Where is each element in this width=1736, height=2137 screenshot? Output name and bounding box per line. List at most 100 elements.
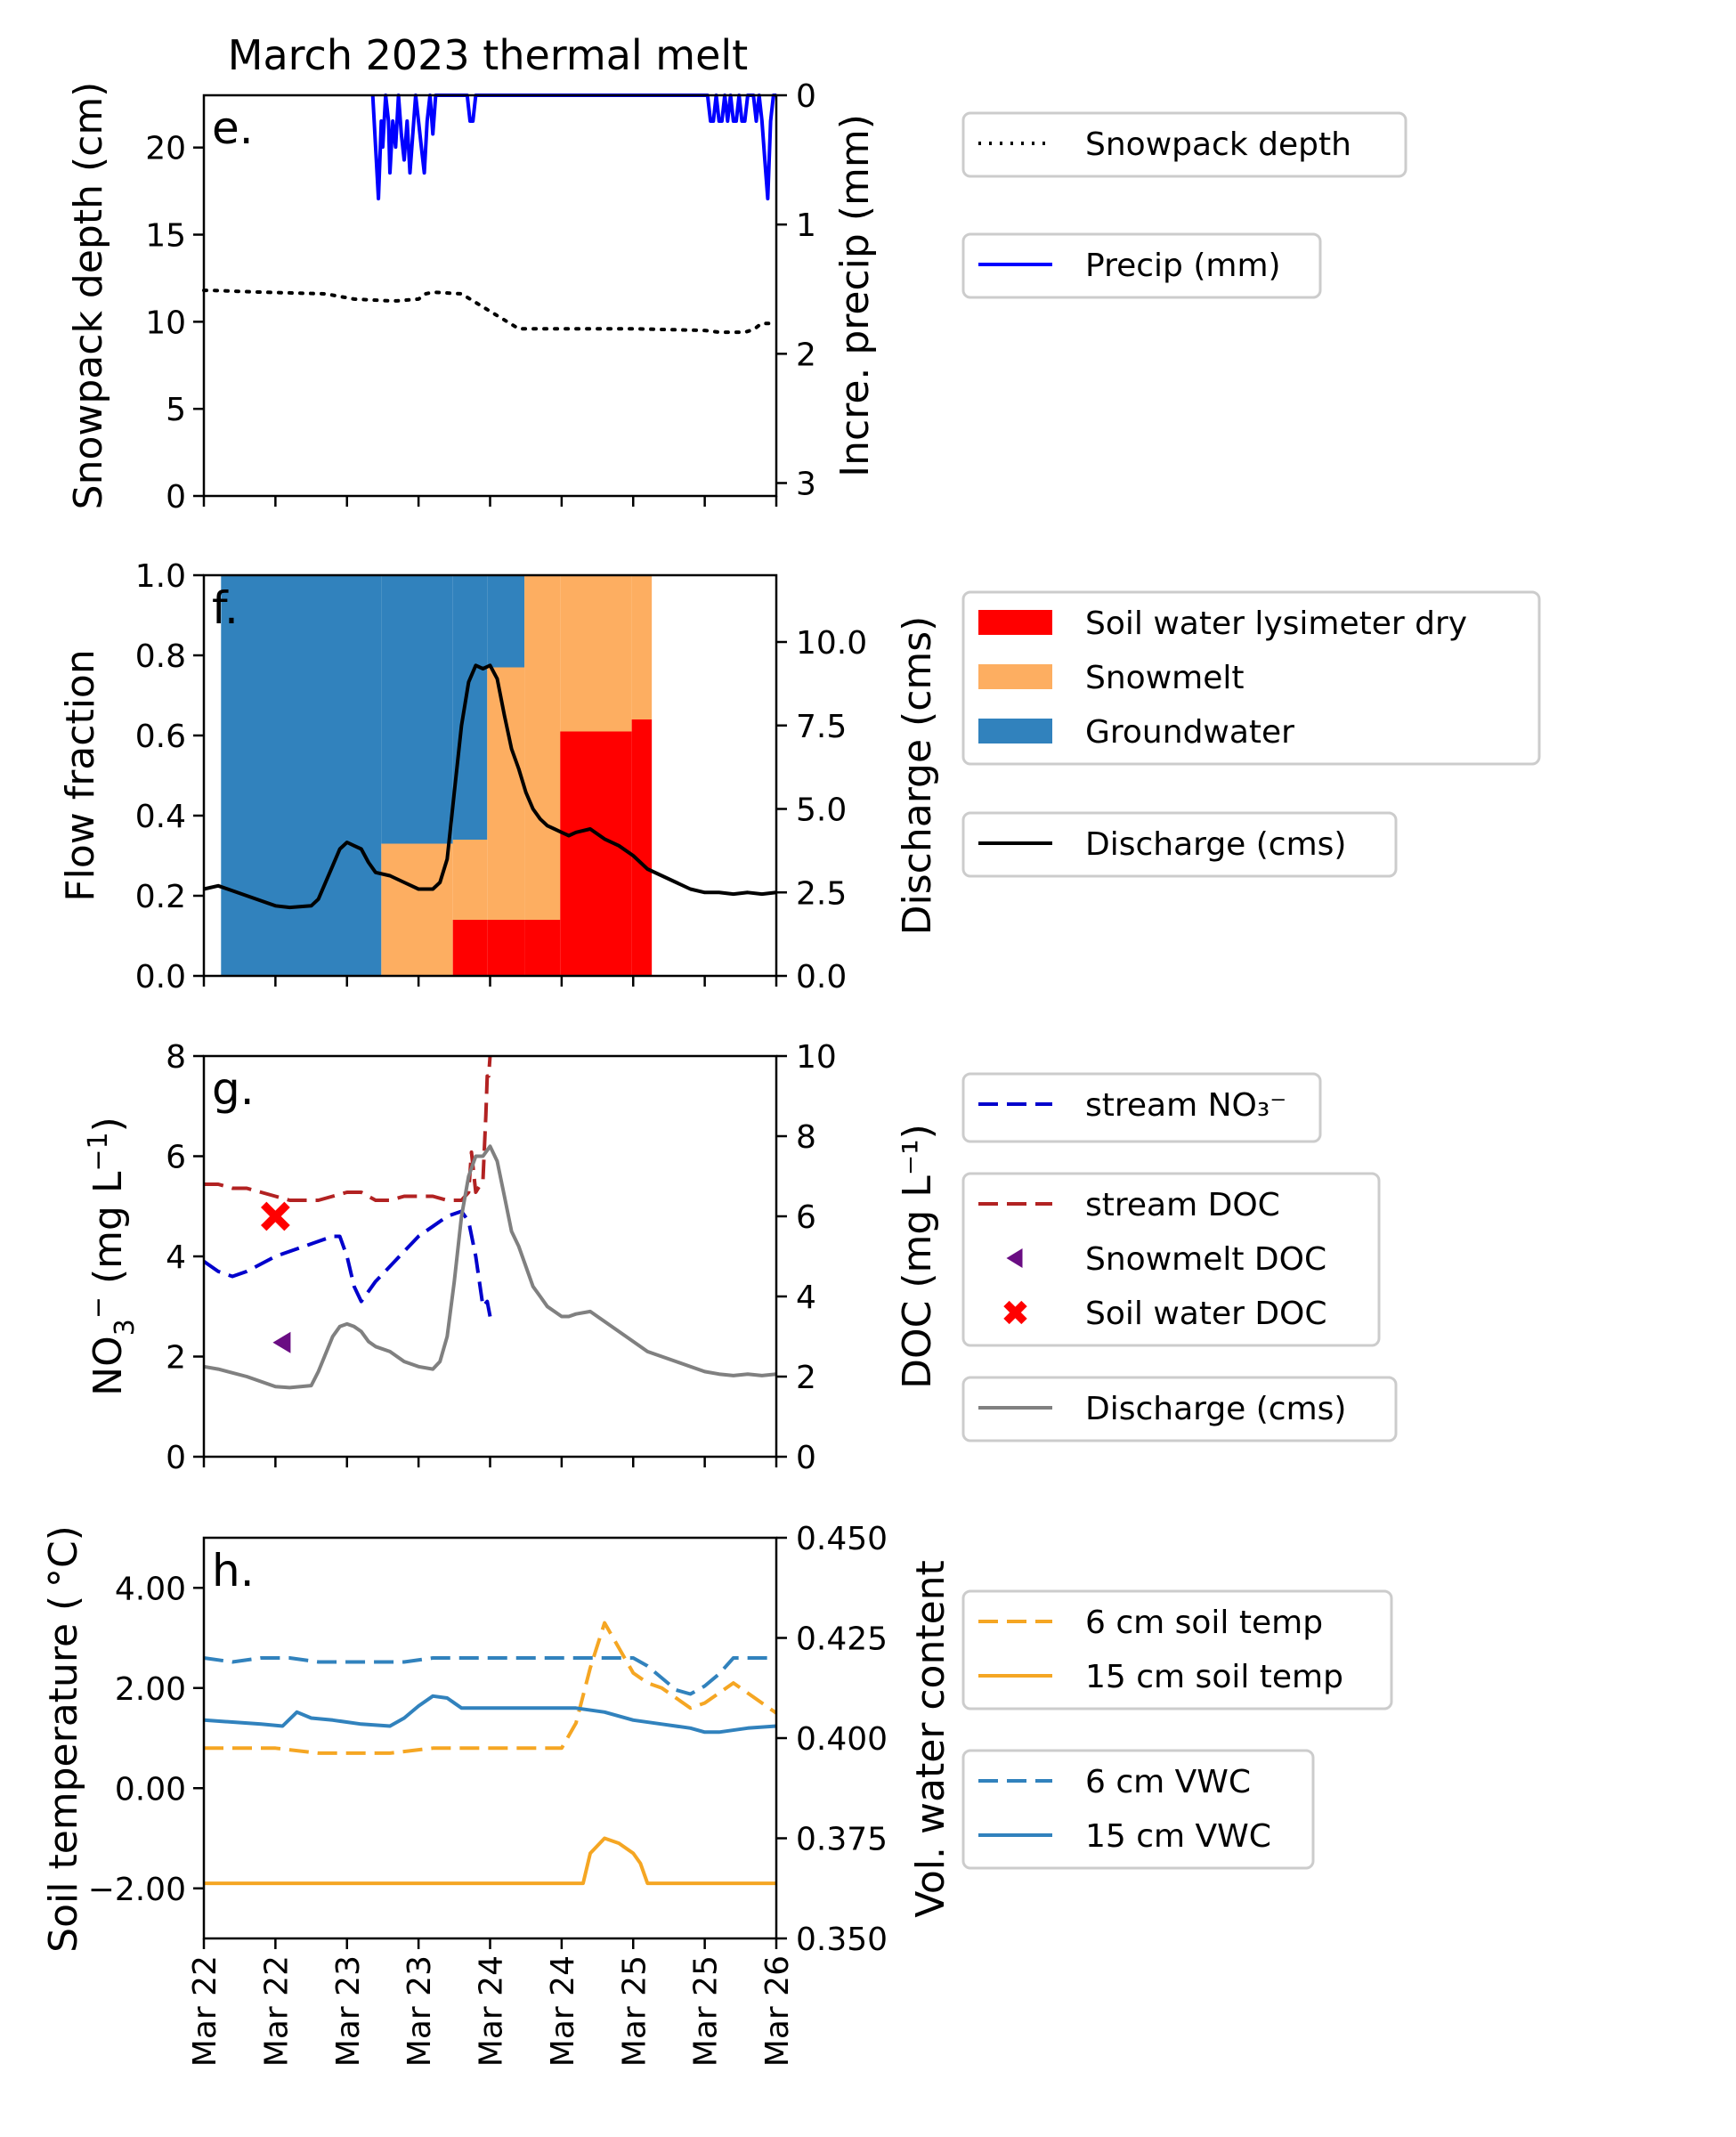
y-left-tick-label: 0.0 — [135, 959, 186, 995]
y-axis-label: Vol. water content — [908, 1560, 953, 1918]
y-right-tick-label: 10.0 — [796, 625, 867, 662]
legend-label: 15 cm VWC — [1085, 1818, 1271, 1855]
soil-water-bar-5 — [560, 731, 632, 976]
legend-label: Soil water lysimeter dry — [1085, 605, 1467, 642]
y-right-tick-label: 3 — [796, 466, 816, 502]
x-tick-label: Mar 26 — [759, 1955, 796, 2067]
y-axis-label: DOC (mg L⁻¹) — [895, 1124, 940, 1389]
soil-water-doc-marker-stroke-b — [261, 1201, 290, 1231]
label-part: 3 — [110, 1319, 141, 1336]
y-right-tick-label: 0.400 — [796, 1721, 888, 1758]
legend-box — [961, 232, 1322, 299]
groundwater-bar-1 — [381, 575, 453, 844]
y-right-tick-label: 2.5 — [796, 875, 847, 912]
y-left-tick-label: 2.00 — [115, 1671, 186, 1708]
soil-water-bar-3 — [487, 920, 525, 976]
legend-label: 6 cm soil temp — [1085, 1605, 1323, 1641]
legend-patch-swatch — [978, 664, 1052, 689]
x-tick-label: Mar 22 — [258, 1955, 295, 2067]
x-tick-label: Mar 23 — [330, 1955, 367, 2067]
groundwater-bar-2 — [452, 575, 488, 840]
y-left-tick-label: 0.00 — [115, 1771, 186, 1808]
legend-label: Precip (mm) — [1085, 248, 1281, 284]
y-right-tick-label: 0 — [796, 1440, 816, 1476]
legend-label: Snowpack depth — [1085, 126, 1351, 163]
6-cm-soil-temp-line — [204, 1621, 778, 1755]
soil-water-doc-marker — [261, 1201, 290, 1231]
precip-mm--line — [370, 93, 776, 201]
legend-marker-swatch — [1003, 1300, 1027, 1325]
stream-no3--line — [202, 1209, 492, 1317]
panel-letter: h. — [212, 1545, 255, 1597]
groundwater-bar-0 — [221, 575, 382, 976]
y-right-tick-label: 4 — [796, 1280, 816, 1316]
y-left-tick-label: 5 — [166, 392, 186, 428]
y-right-tick-label: 0.375 — [796, 1822, 888, 1858]
panel-letter: e. — [212, 102, 254, 154]
legend-patch-swatch — [978, 719, 1052, 743]
legend-label: stream DOC — [1085, 1187, 1280, 1223]
legend-label: Discharge (cms) — [1085, 1391, 1346, 1427]
15-cm-vwc-line — [203, 1694, 777, 1735]
y-right-tick-label: 7.5 — [796, 709, 847, 745]
axes-frame-1 — [202, 93, 778, 498]
6-cm-vwc-line — [203, 1656, 776, 1696]
15-cm-soil-temp-line — [204, 1836, 776, 1886]
x-tick-label: Mar 22 — [187, 1955, 223, 2067]
y-right-tick-label: 0.0 — [796, 959, 847, 995]
y-left-tick-label: 0.6 — [135, 719, 186, 755]
soil-water-bar-4 — [524, 920, 561, 976]
y-left-tick-label: 15 — [145, 218, 186, 255]
y-left-tick-label: 4 — [166, 1239, 186, 1276]
snowmelt-doc-marker — [272, 1331, 291, 1353]
x-tick-label: Mar 24 — [474, 1955, 510, 2067]
soil-water-bar-2 — [452, 920, 488, 976]
legend-box — [961, 811, 1398, 878]
y-left-tick-label: 0.8 — [135, 638, 186, 675]
y-left-tick-label: 0 — [166, 1440, 186, 1476]
snowmelt-bar-5 — [560, 575, 632, 732]
y-left-tick-label: 2 — [166, 1340, 186, 1377]
snowmelt-bar-1 — [381, 843, 453, 976]
x-tick-label: Mar 25 — [688, 1955, 725, 2067]
snowmelt-bar-2 — [452, 840, 488, 920]
snowmelt-bar-6 — [631, 575, 653, 719]
y-axis-label-no3: NO3− (mg L−1) — [83, 1117, 141, 1396]
legend-box — [961, 1172, 1381, 1347]
panel-letter: g. — [212, 1063, 255, 1115]
label-part: NO — [85, 1336, 131, 1396]
y-axis-label: Incre. precip (mm) — [832, 114, 878, 477]
y-axis-label: Soil temperature ( °C) — [41, 1525, 86, 1953]
y-right-tick-label: 10 — [796, 1039, 837, 1076]
legend-box — [961, 1376, 1398, 1442]
y-right-tick-label: 2 — [796, 337, 816, 373]
legend-label: Groundwater — [1085, 714, 1294, 751]
y-right-tick-label: 2 — [796, 1360, 816, 1396]
legend-box — [961, 1589, 1393, 1710]
y-right-tick-label: 0 — [796, 78, 816, 115]
legend-box — [961, 111, 1407, 178]
legend-label: Discharge (cms) — [1085, 826, 1346, 863]
legend-label: 15 cm soil temp — [1085, 1659, 1343, 1695]
y-axis-label: Flow fraction — [58, 649, 103, 901]
legend-marker-swatch — [1006, 1248, 1023, 1268]
snowmelt-bar-4 — [524, 575, 561, 920]
legend-label: 6 cm VWC — [1085, 1764, 1251, 1800]
y-left-tick-label: −2.00 — [88, 1872, 186, 1908]
x-tick-label: Mar 23 — [402, 1955, 438, 2067]
y-right-tick-label: 6 — [796, 1199, 816, 1236]
y-left-tick-label: 6 — [166, 1140, 186, 1176]
stream-doc-line — [204, 1055, 492, 1202]
y-left-tick-label: 0.2 — [135, 879, 186, 915]
x-tick-label: Mar 25 — [616, 1955, 653, 2067]
y-left-tick-label: 4.00 — [115, 1571, 186, 1607]
y-right-tick-label: 0.350 — [796, 1922, 888, 1958]
legend-patch-swatch — [978, 610, 1052, 635]
y-axis-label: Discharge (cms) — [895, 616, 940, 936]
label-part: ) — [85, 1117, 131, 1132]
axes-frame-4 — [202, 1536, 778, 1940]
y-right-tick-label: 8 — [796, 1119, 816, 1156]
y-left-tick-label: 8 — [166, 1039, 186, 1076]
snowpack-depth-line — [202, 288, 778, 335]
